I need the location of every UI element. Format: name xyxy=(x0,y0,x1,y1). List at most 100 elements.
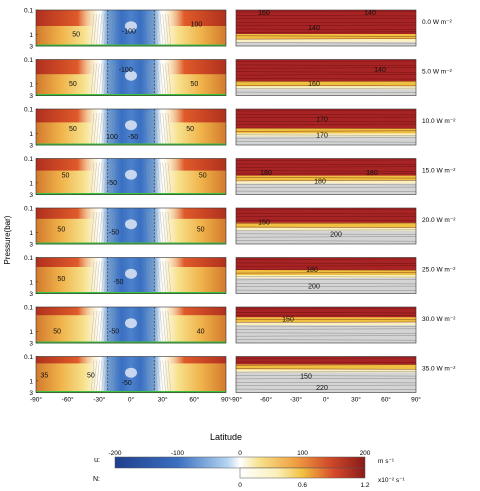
panel-row: 50 -50 50 0.1 1 3 180 180 180 15.0 W m⁻² xyxy=(24,156,456,199)
u-contour xyxy=(90,112,95,146)
u-contour xyxy=(167,310,172,344)
u-jet-band xyxy=(36,158,226,171)
u-contour-label: -50 xyxy=(128,134,138,141)
x-tick-label-right: -30° xyxy=(290,396,302,404)
panel-row: 35 50 -50 0.1 1 3 150 220 35.0 W m⁻² xyxy=(24,354,456,397)
y-tick-label: 3 xyxy=(29,291,33,298)
forcing-label: 25.0 W m⁻² xyxy=(422,267,456,274)
u-contour xyxy=(154,63,158,96)
u-contour-label: -50 xyxy=(109,328,119,335)
n-contour xyxy=(235,357,417,359)
n-contour xyxy=(235,382,417,384)
u-contour xyxy=(159,211,164,245)
u-jet-band xyxy=(36,10,226,26)
n-contour xyxy=(235,173,417,175)
colorbar-n-unit: x10⁻² s⁻¹ xyxy=(378,477,406,484)
n-contour xyxy=(235,85,417,87)
u-contour xyxy=(96,261,100,294)
u-contour xyxy=(165,261,169,294)
u-contour xyxy=(149,13,153,47)
u-contour xyxy=(112,112,116,146)
u-jet-band xyxy=(36,109,226,123)
u-contour xyxy=(157,112,161,146)
u-contour xyxy=(93,13,97,47)
u-contour xyxy=(159,112,164,146)
u-equator-core xyxy=(125,367,137,378)
u-contour xyxy=(165,13,169,47)
n-contour xyxy=(235,220,417,221)
u-contour xyxy=(101,162,105,195)
u-contour xyxy=(159,162,164,195)
n-contour xyxy=(235,233,417,235)
u-contour xyxy=(162,360,166,393)
n-stable-layer xyxy=(236,208,416,227)
u-panel-frame xyxy=(35,59,227,96)
u-contour xyxy=(149,112,153,146)
y-tick-label: 0.1 xyxy=(24,305,33,312)
u-contour xyxy=(151,310,156,344)
panel-row: 50 100 -50 50 0.1 1 3 170 170 10.0 W m⁻² xyxy=(24,107,456,150)
forcing-label: 0.0 W m⁻² xyxy=(422,19,453,26)
u-contour xyxy=(109,112,113,146)
colorbar-u-tick: -200 xyxy=(108,450,121,457)
n-contour xyxy=(235,236,417,238)
n-contour xyxy=(235,325,417,327)
n-contour-label: 160 xyxy=(258,10,270,17)
u-contour xyxy=(109,261,113,294)
u-contour xyxy=(146,112,150,146)
n-stable-layer xyxy=(236,356,416,369)
u-contour-label: 50 xyxy=(62,172,70,179)
u-contour xyxy=(104,112,108,146)
n-contour-label: 150 xyxy=(300,373,312,380)
n-contour-label: 180 xyxy=(306,267,318,274)
u-contour xyxy=(112,162,116,195)
u-contour xyxy=(104,310,108,344)
n-contour xyxy=(235,15,417,17)
u-contour xyxy=(162,162,166,195)
u-panel-frame xyxy=(35,9,227,47)
u-contour xyxy=(151,360,156,393)
u-contour xyxy=(146,13,150,47)
x-tick-label-left: -30° xyxy=(93,396,105,404)
n-contour xyxy=(235,222,417,224)
u-contour xyxy=(157,13,161,47)
u-contour xyxy=(93,112,97,146)
y-tick-label: 0.1 xyxy=(24,255,33,262)
u-panel-frame xyxy=(35,207,227,245)
u-panel-frame xyxy=(35,356,227,393)
u-contour xyxy=(93,211,97,245)
y-tick-label: 0.1 xyxy=(24,156,33,163)
u-contour xyxy=(98,310,103,344)
n-contour xyxy=(235,64,417,66)
u-contour xyxy=(146,63,150,96)
n-contour-label: 170 xyxy=(316,117,328,124)
u-contour xyxy=(149,162,153,195)
y-tick-label: 1 xyxy=(29,378,33,385)
u-contour xyxy=(96,211,100,245)
n-contour xyxy=(235,258,417,260)
u-contour xyxy=(157,360,161,393)
n-transition xyxy=(236,270,416,275)
colorbar-u xyxy=(114,456,366,469)
n-transition xyxy=(236,128,416,134)
u-contour xyxy=(167,261,172,294)
n-contour-label: 150 xyxy=(258,219,270,226)
colorbars: u: -200 -100 0 100 200 m s⁻¹ N: 0 0.6 1.2 x10⁻² s⁻¹ xyxy=(93,450,406,489)
u-contour xyxy=(98,211,103,245)
n-stable-layer xyxy=(236,158,416,180)
y-tick-label: 3 xyxy=(29,192,33,199)
u-contour xyxy=(93,360,97,393)
x-tick-label-left: -90° xyxy=(30,396,42,404)
u-contour xyxy=(109,162,113,195)
x-tick-label-right: 0° xyxy=(323,396,330,404)
u-equator-core xyxy=(125,70,137,81)
x-tick-label-right: -60° xyxy=(260,396,272,404)
panel-row: 50 -100 100 0.1 1 3 160 140 140 0.0 W m⁻² xyxy=(24,8,453,51)
u-contour xyxy=(165,360,169,393)
u-jet-band xyxy=(36,208,226,219)
u-contour xyxy=(162,112,166,146)
n-contour xyxy=(235,272,417,274)
u-contour xyxy=(154,162,158,195)
u-equator-core xyxy=(125,268,137,279)
n-contour xyxy=(235,279,417,281)
